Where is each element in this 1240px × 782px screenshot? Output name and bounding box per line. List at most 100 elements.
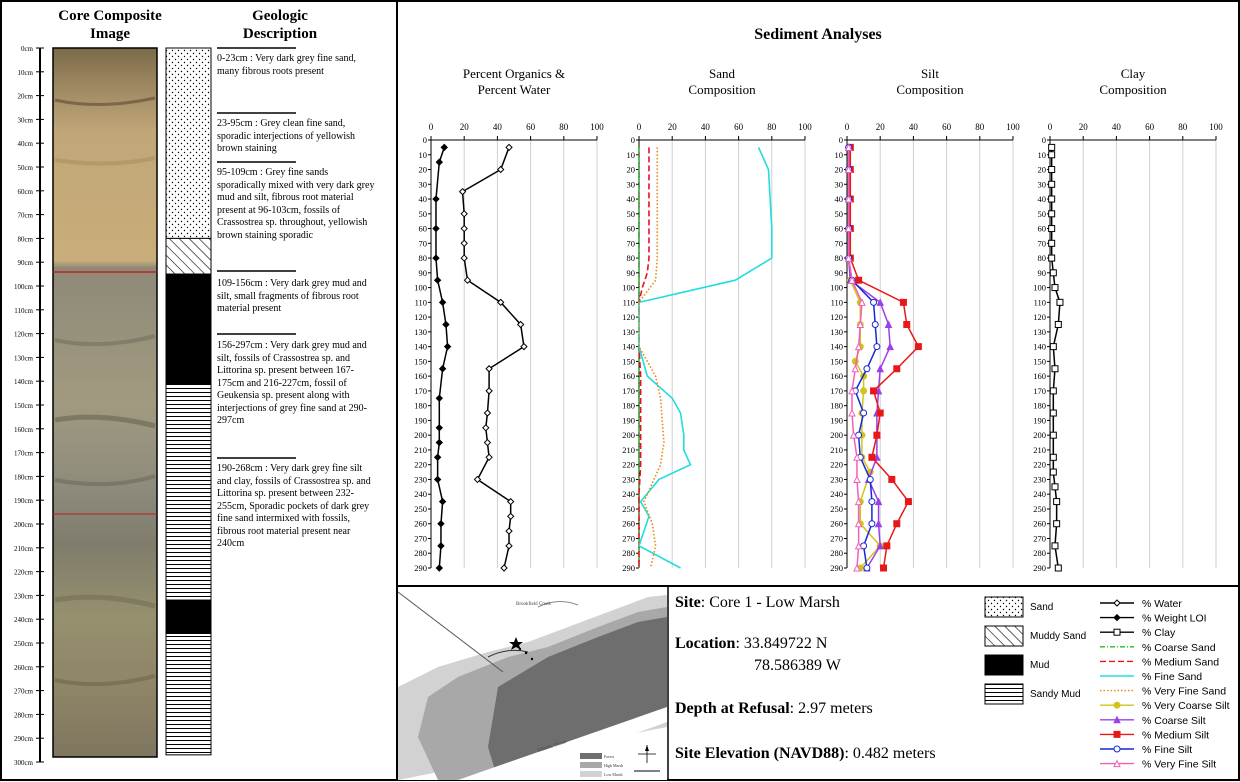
data-point — [1053, 520, 1061, 528]
chart-title-line: Percent Water — [478, 82, 551, 97]
y-tick-label: 70 — [627, 238, 636, 248]
chart-title-line: Percent Organics & — [463, 66, 565, 81]
series--clay — [1048, 143, 1064, 572]
y-tick-label: 80 — [1038, 253, 1047, 263]
data-point — [437, 520, 445, 528]
series--fine-sand — [638, 147, 773, 569]
compass-icon — [638, 745, 656, 763]
y-tick-label: 170 — [622, 386, 635, 396]
depth-tick-label: 40cm — [17, 140, 33, 148]
series--very-fine-silt — [844, 143, 866, 572]
data-point — [874, 497, 883, 506]
depth-tick-label: 270cm — [14, 688, 34, 696]
creek-label: Brookfield Creek — [516, 602, 551, 607]
legend-label: % Coarse Silt — [1142, 715, 1206, 727]
y-tick-label: 120 — [1033, 312, 1046, 322]
site-map: Brookfield Creek Atlantic Ocean Forest H… — [398, 587, 667, 780]
y-tick-label: 230 — [414, 474, 427, 484]
y-tick-label: 70 — [1038, 238, 1047, 248]
y-tick-label: 50 — [1038, 209, 1047, 219]
y-tick-label: 260 — [830, 519, 843, 529]
y-tick-label: 260 — [414, 519, 427, 529]
depth-tick-label: 100cm — [14, 283, 34, 291]
data-point — [1051, 542, 1059, 550]
y-tick-label: 250 — [830, 504, 843, 514]
y-tick-label: 270 — [414, 533, 427, 543]
depth-tick-label: 180cm — [14, 473, 34, 481]
y-tick-label: 100 — [414, 283, 427, 293]
y-tick-label: 60 — [419, 224, 428, 234]
data-point — [844, 253, 853, 262]
chart-title-line: Composition — [1099, 82, 1167, 97]
data-point — [899, 298, 907, 306]
y-tick-label: 20 — [419, 165, 428, 175]
data-point — [485, 387, 493, 395]
chart-title: Percent Organics & Percent Water — [463, 66, 565, 97]
y-tick-label: 170 — [1033, 386, 1046, 396]
data-point — [853, 475, 861, 483]
x-tick-label: 80 — [1178, 122, 1188, 132]
data-point — [432, 224, 440, 233]
data-point — [893, 365, 901, 373]
description-1: 23-95cm : Grey clean fine sand, sporadic… — [217, 118, 356, 154]
legend-mud: Mud — [1030, 660, 1050, 671]
data-point — [497, 298, 505, 307]
x-tick-label: 60 — [526, 122, 536, 132]
series--very-coarse-silt — [845, 143, 884, 572]
legend-item: % Fine Sand — [1100, 671, 1202, 683]
y-tick-label: 30 — [1038, 179, 1047, 189]
y-tick-label: 180 — [622, 401, 635, 411]
y-tick-label: 290 — [414, 563, 427, 573]
lithology-column — [165, 47, 212, 756]
data-point — [1113, 715, 1121, 724]
y-tick-label: 200 — [1033, 430, 1046, 440]
data-point — [1048, 195, 1056, 203]
data-point — [870, 298, 878, 306]
y-tick-label: 30 — [835, 179, 844, 189]
data-point — [904, 498, 912, 506]
data-point — [506, 512, 515, 521]
data-point — [854, 497, 863, 506]
y-tick-label: 250 — [622, 504, 635, 514]
y-tick-label: 210 — [830, 445, 843, 455]
data-point — [868, 453, 876, 461]
series-line — [638, 147, 773, 569]
x-tick-label: 100 — [590, 122, 604, 132]
data-point — [1051, 365, 1059, 373]
y-tick-label: 130 — [622, 327, 635, 337]
chart-1: Sand Composition 0 20 40 60 80 100 0 10 20 30 40 50 60… — [622, 66, 812, 573]
legend-item: % Coarse Silt — [1100, 715, 1206, 727]
x-tick-label: 20 — [1079, 122, 1089, 132]
x-tick-label: 0 — [1048, 122, 1053, 132]
data-point — [876, 364, 885, 373]
lithology-sandy-mud — [165, 632, 212, 756]
data-point — [483, 409, 492, 417]
data-point — [458, 187, 467, 196]
legend-item: % Very Fine Silt — [1100, 759, 1216, 771]
depth-tick-label: 120cm — [14, 331, 34, 339]
data-point — [1054, 564, 1062, 572]
map-legend-high-marsh: High Marsh — [604, 763, 623, 768]
data-point — [844, 224, 853, 233]
x-tick-label: 100 — [1209, 122, 1223, 132]
legend-label: % Very Fine Silt — [1142, 759, 1216, 771]
depth-tick-label: 250cm — [14, 640, 34, 648]
series--medium-sand — [638, 147, 650, 568]
data-point — [1048, 210, 1056, 218]
data-point — [435, 394, 444, 402]
data-point — [506, 497, 515, 506]
chart-title: Silt Composition — [896, 66, 964, 97]
data-point — [860, 387, 868, 395]
depth-tick-label: 200cm — [14, 521, 34, 529]
y-tick-label: 240 — [622, 489, 635, 499]
x-tick-label: 100 — [1006, 122, 1020, 132]
y-tick-label: 170 — [830, 386, 843, 396]
data-point — [1053, 498, 1061, 506]
depth-tick-label: 220cm — [14, 569, 34, 577]
depth-tick-label: 70cm — [17, 212, 33, 220]
x-tick-label: 60 — [942, 122, 952, 132]
data-point — [516, 320, 525, 329]
data-point — [871, 320, 879, 328]
depth-tick-label: 230cm — [14, 592, 34, 600]
y-tick-label: 200 — [622, 430, 635, 440]
